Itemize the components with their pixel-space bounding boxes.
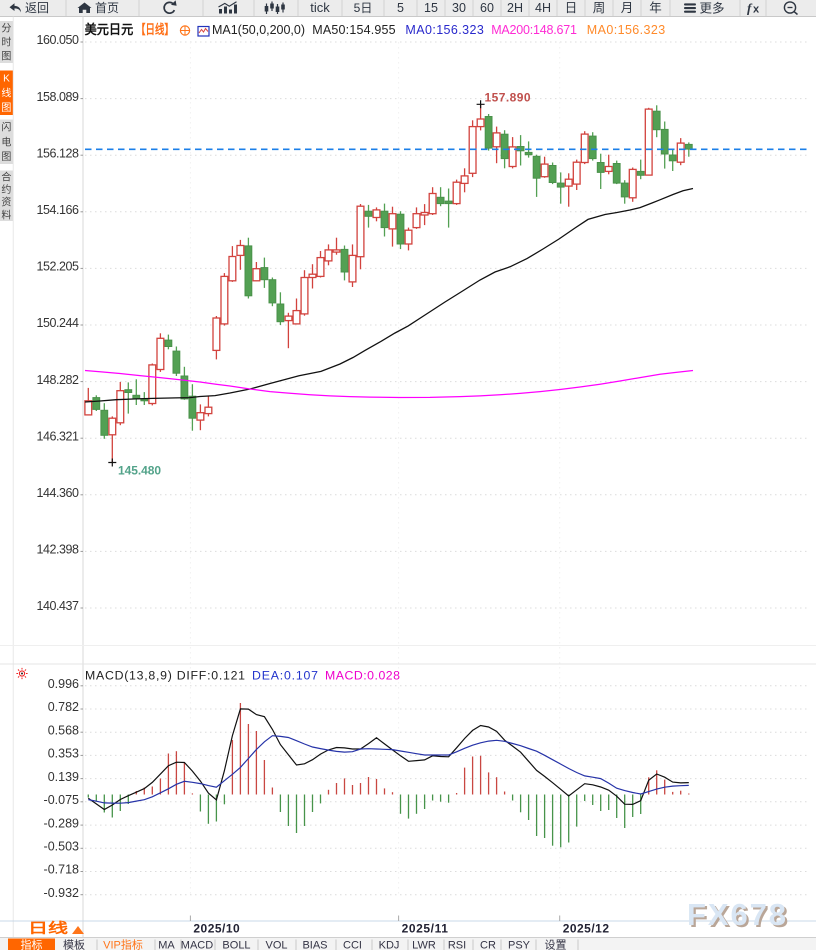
svg-text:闪: 闪 <box>1 121 11 134</box>
svg-text:VOL: VOL <box>265 940 287 950</box>
svg-text:约: 约 <box>1 183 11 196</box>
svg-text:-0.718: -0.718 <box>44 863 79 877</box>
svg-text:FX678: FX678 <box>689 899 788 934</box>
svg-text:LWR: LWR <box>412 940 436 950</box>
svg-text:图: 图 <box>1 51 11 63</box>
svg-text:154.166: 154.166 <box>37 203 80 217</box>
svg-text:15: 15 <box>424 1 438 15</box>
svg-text:0.139: 0.139 <box>48 770 79 784</box>
svg-text:PSY: PSY <box>508 940 531 950</box>
svg-text:-0.075: -0.075 <box>44 793 79 807</box>
svg-text:资: 资 <box>1 197 11 209</box>
svg-text:2025/10: 2025/10 <box>193 922 240 936</box>
svg-text:MACD: MACD <box>181 940 213 950</box>
svg-text:0.568: 0.568 <box>48 723 79 737</box>
svg-text:-0.932: -0.932 <box>44 886 79 900</box>
svg-text:5日: 5日 <box>354 1 373 15</box>
svg-text:DEA:0.107: DEA:0.107 <box>252 669 318 683</box>
svg-text:-0.503: -0.503 <box>44 840 79 854</box>
svg-text:MA: MA <box>158 940 175 950</box>
svg-text:MA0:156.323: MA0:156.323 <box>405 23 483 37</box>
svg-text:0.782: 0.782 <box>48 700 79 714</box>
svg-text:156.128: 156.128 <box>37 146 80 160</box>
svg-text:2H: 2H <box>507 1 523 15</box>
svg-text:年: 年 <box>649 1 662 15</box>
svg-text:4H: 4H <box>535 1 551 15</box>
svg-text:150.244: 150.244 <box>37 316 80 330</box>
svg-text:K: K <box>3 74 10 85</box>
svg-text:CR: CR <box>480 940 496 950</box>
svg-text:时: 时 <box>1 37 11 49</box>
svg-text:30: 30 <box>452 1 466 15</box>
svg-text:图: 图 <box>1 102 11 114</box>
svg-text:MA200:148.671: MA200:148.671 <box>491 23 577 37</box>
svg-text:FX678: FX678 <box>687 897 786 932</box>
svg-text:设置: 设置 <box>545 939 567 950</box>
svg-text:月: 月 <box>621 1 634 15</box>
svg-text:f: f <box>747 1 753 16</box>
svg-text:MA1(50,0,200,0): MA1(50,0,200,0) <box>212 23 305 37</box>
svg-text:分: 分 <box>1 23 11 35</box>
svg-text:MA50:154.955: MA50:154.955 <box>312 23 395 37</box>
svg-text:148.282: 148.282 <box>37 373 80 387</box>
svg-text:周: 周 <box>593 1 606 15</box>
svg-text:152.205: 152.205 <box>37 260 80 274</box>
svg-text:合: 合 <box>1 170 11 183</box>
svg-text:KDJ: KDJ <box>379 940 400 950</box>
svg-text:返回: 返回 <box>25 1 49 15</box>
svg-text:BOLL: BOLL <box>222 940 250 950</box>
svg-text:BIAS: BIAS <box>302 940 327 950</box>
svg-text:图: 图 <box>1 151 11 163</box>
svg-text:142.398: 142.398 <box>37 543 80 557</box>
svg-text:157.890: 157.890 <box>485 91 531 105</box>
svg-text:2025/12: 2025/12 <box>563 922 610 936</box>
svg-text:指标: 指标 <box>21 938 43 950</box>
svg-text:VIP指标: VIP指标 <box>103 938 143 950</box>
svg-text:RSI: RSI <box>448 940 466 950</box>
svg-text:0.996: 0.996 <box>48 677 79 691</box>
svg-text:-0.289: -0.289 <box>44 816 79 830</box>
svg-text:CCI: CCI <box>343 940 362 950</box>
svg-text:146.321: 146.321 <box>37 429 80 443</box>
svg-text:60: 60 <box>480 1 494 15</box>
svg-text:MA0:156.323: MA0:156.323 <box>587 23 665 37</box>
svg-text:x: x <box>753 4 760 16</box>
svg-text:日线: 日线 <box>28 920 68 936</box>
svg-text:tick: tick <box>310 0 330 15</box>
svg-text:更多: 更多 <box>699 1 724 15</box>
svg-text:0.353: 0.353 <box>48 747 79 761</box>
svg-text:MACD:0.028: MACD:0.028 <box>325 669 400 683</box>
svg-text:电: 电 <box>1 135 11 148</box>
svg-text:160.050: 160.050 <box>37 33 80 47</box>
svg-text:158.089: 158.089 <box>37 90 80 104</box>
svg-text:140.437: 140.437 <box>37 599 80 613</box>
svg-text:美元日元: 美元日元 <box>85 22 134 37</box>
svg-text:模板: 模板 <box>63 938 85 950</box>
svg-text:5: 5 <box>397 1 404 15</box>
svg-text:首页: 首页 <box>95 1 119 15</box>
svg-text:线: 线 <box>1 86 11 99</box>
svg-text:MACD(13,8,9) DIFF:0.121: MACD(13,8,9) DIFF:0.121 <box>85 669 245 683</box>
svg-text:145.480: 145.480 <box>118 464 161 478</box>
svg-text:【日线】: 【日线】 <box>136 22 174 37</box>
svg-text:料: 料 <box>1 208 11 221</box>
svg-text:144.360: 144.360 <box>37 486 80 500</box>
svg-text:日: 日 <box>565 1 578 15</box>
svg-text:2025/11: 2025/11 <box>402 922 449 936</box>
